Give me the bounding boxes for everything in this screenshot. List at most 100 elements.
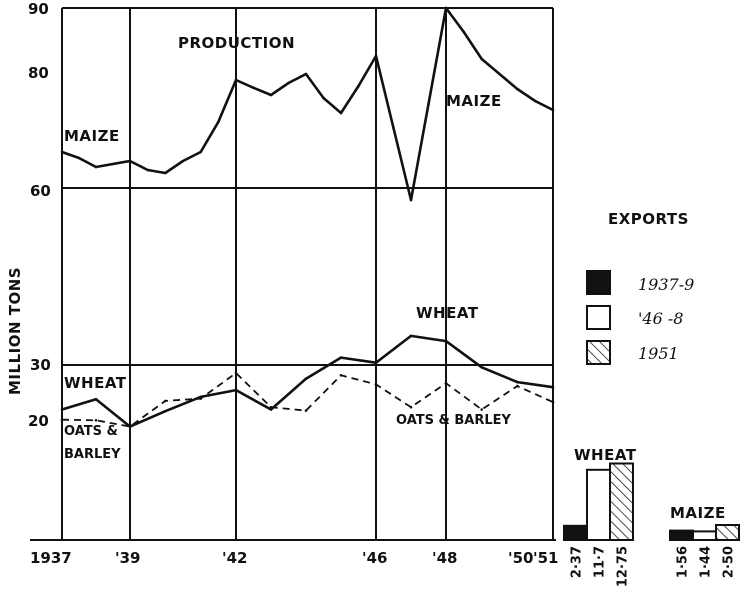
maize-point [392,126,395,130]
wheat-series-label: WHEAT [416,304,479,322]
maize-point [94,165,98,169]
wheat-point [480,366,484,369]
maize-point [164,171,167,175]
wheat-export-value-label: 11·7 [593,546,608,578]
wheat-point [94,397,98,401]
maize-line [61,6,554,202]
x-tick-label: '39 [115,549,140,567]
y-axis-label: MILLION TONS [6,267,24,395]
maize-point [551,108,555,112]
legend-swatch-46-8 [586,305,611,330]
exports-title: EXPORTS [608,210,689,228]
wheat-point [339,356,343,359]
oats-barley-point [164,399,167,403]
plot-frame [30,7,556,541]
wheat-point [60,408,64,411]
oats-barley-point [551,400,555,404]
maize-point [128,159,132,163]
maize-point [199,150,202,154]
maize-point [181,159,185,163]
oats-barley-point [409,405,413,409]
oats-barley-series-label: OATS & BARLEY [396,413,512,428]
oats-barley-point [60,418,64,422]
maize-point [60,150,64,154]
maize-point [516,87,519,91]
oats-barley-point [94,419,98,422]
x-tick-label: '46 [362,549,387,567]
maize-series-label: MAIZE [64,127,120,145]
maize-point [374,54,378,58]
oats-barley-point [199,397,202,400]
maize-point [444,6,448,10]
maize-export-bar [692,530,717,542]
x-tick-label: '51 [533,549,558,567]
wheat-point [551,385,555,389]
maize-point [77,156,81,160]
y-tick-label: 60 [30,182,51,200]
oats-barley-series-label: BARLEY [64,447,121,462]
maize-point [462,30,466,34]
maize-point [234,78,238,82]
oats-barley-series-label: OATS & [64,424,118,439]
legend-swatch-1951 [586,340,611,365]
maize-series-label: MAIZE [446,92,502,110]
maize-point [146,168,149,172]
maize-point [480,57,484,61]
maize-point [339,111,343,115]
oats-barley-point [480,408,484,411]
wheat-export-value-label: 12·75 [616,546,631,587]
wheat-point [269,408,273,411]
maize-point [252,86,255,90]
wheat-point [444,339,448,343]
oats-barley-point [128,425,132,428]
x-tick-label: '42 [222,549,247,567]
maize-export-value-label: 1·56 [676,546,691,578]
x-tick-label: '50 [508,549,533,567]
wheat-export-bar [586,468,611,541]
maize-export-value-label: 2·50 [722,546,737,578]
chart-title: PRODUCTION [178,34,295,52]
oats-barley-point [304,409,308,412]
maize-export-bar [669,529,694,541]
y-tick-label: 90 [28,0,49,18]
exports-group-label: WHEAT [574,446,637,464]
oats-barley-point [234,371,238,375]
exports-group-label: MAIZE [670,504,726,522]
wheat-point [516,380,519,384]
oats-barley-point [269,405,273,409]
maize-point [498,72,501,76]
legend-swatch-1937-9 [586,270,611,295]
maize-point [427,102,430,106]
oats-barley-point [374,383,378,386]
maize-point [217,120,220,124]
legend-label: 1951 [638,344,679,363]
maize-point [533,99,537,103]
wheat-point [409,334,413,338]
oats-barley-point [339,374,343,377]
wheat-export-bar [609,462,634,541]
maize-point [269,93,273,97]
x-tick-label: 1937 [30,549,72,567]
wheat-point [304,377,308,381]
maize-point [357,84,360,88]
x-tick-label: '48 [432,549,457,567]
maize-point [409,198,413,202]
maize-point [322,96,325,100]
wheat-point [164,409,167,413]
maize-export-value-label: 1·44 [699,546,714,578]
maize-point [287,81,290,85]
wheat-point [374,361,378,365]
maize-point [304,72,308,76]
wheat-export-value-label: 2·37 [570,546,585,578]
maize-export-bar [715,524,740,541]
legend-label: 1937-9 [638,275,694,294]
wheat-export-bar [563,524,588,541]
oats-barley-point [516,384,519,388]
wheat-series-label: WHEAT [64,374,127,392]
legend-label: '46 -8 [638,309,683,328]
y-tick-label: 20 [28,412,49,430]
y-tick-label: 30 [30,356,51,374]
wheat-point [234,388,238,392]
y-tick-label: 80 [28,64,49,82]
